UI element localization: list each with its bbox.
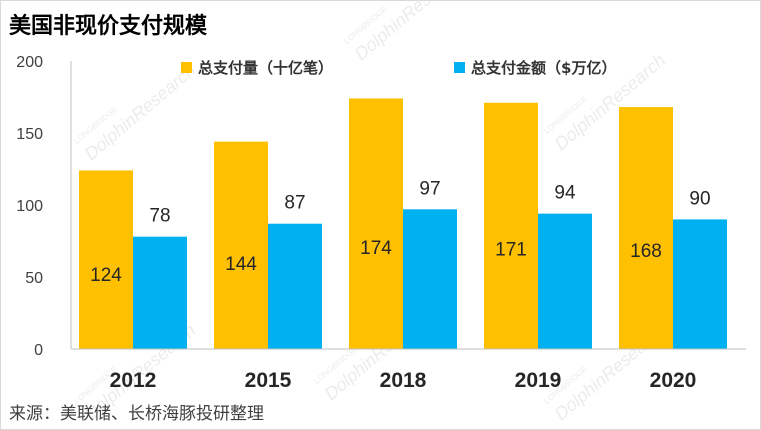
legend: 总支付量（十亿笔） 总支付金额（$万亿） bbox=[181, 59, 616, 77]
data-label: 124 bbox=[90, 265, 122, 286]
data-label: 171 bbox=[495, 239, 527, 260]
y-axis: 0 50 100 150 200 bbox=[16, 54, 72, 359]
data-label: 90 bbox=[689, 188, 710, 209]
data-label: 94 bbox=[554, 183, 576, 204]
bar-payment-value-2018 bbox=[403, 209, 457, 349]
bar-payment-value-2020 bbox=[673, 219, 727, 349]
data-label: 144 bbox=[225, 254, 257, 275]
bar-payment-volume-2012 bbox=[79, 170, 133, 349]
watermark-brand: DolphinResearch bbox=[351, 1, 470, 64]
bar-payment-value-2019 bbox=[538, 213, 592, 349]
source-note: 来源：美联储、长桥海豚投研整理 bbox=[9, 404, 264, 424]
y-tick-label: 50 bbox=[25, 270, 43, 287]
legend-swatch bbox=[454, 62, 465, 73]
legend-swatch bbox=[181, 62, 192, 73]
x-tick-label: 2019 bbox=[515, 369, 562, 392]
bar-payment-volume-2018 bbox=[349, 98, 403, 349]
bar-payment-volume-2015 bbox=[214, 141, 268, 349]
y-tick-label: 200 bbox=[16, 54, 43, 71]
data-label: 78 bbox=[149, 206, 170, 227]
x-tick-label: 2015 bbox=[245, 369, 292, 392]
plot-area: 124 78 144 87 174 97 171 94 168 90 bbox=[79, 98, 727, 349]
y-tick-label: 150 bbox=[16, 126, 43, 143]
legend-label: 总支付量（十亿笔） bbox=[198, 59, 333, 77]
bar-payment-volume-2020 bbox=[619, 107, 673, 349]
watermark-brand: DolphinResearch bbox=[81, 60, 200, 164]
bar-payment-value-2012 bbox=[133, 236, 187, 349]
x-axis: 2012 2015 2018 2019 2020 bbox=[71, 348, 746, 392]
data-label: 97 bbox=[419, 178, 440, 199]
x-tick-label: 2020 bbox=[650, 369, 697, 392]
chart-title: 美国非现价支付规模 bbox=[9, 13, 208, 39]
x-tick-label: 2012 bbox=[110, 369, 157, 392]
legend-label: 总支付金额（$万亿） bbox=[471, 59, 616, 77]
x-tick-label: 2018 bbox=[380, 369, 427, 392]
y-tick-label: 0 bbox=[34, 342, 43, 359]
data-label: 174 bbox=[360, 238, 392, 259]
bar-payment-volume-2019 bbox=[484, 102, 538, 349]
data-label: 168 bbox=[630, 241, 662, 262]
y-tick-label: 100 bbox=[16, 198, 43, 215]
bar-payment-value-2015 bbox=[268, 223, 322, 349]
data-label: 87 bbox=[284, 193, 305, 214]
